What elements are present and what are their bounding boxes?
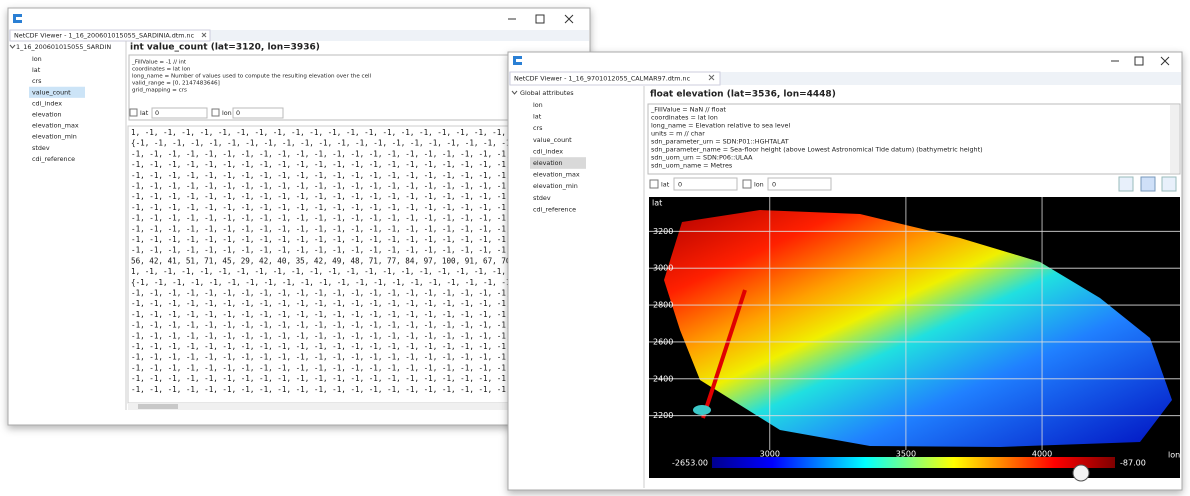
toolbar-button[interactable] [1162, 177, 1176, 191]
data-row: -1, -1, -1, -1, -1, -1, -1, -1, -1, -1, … [131, 224, 547, 233]
lon-spinner[interactable] [233, 108, 283, 118]
data-row: -1, -1, -1, -1, -1, -1, -1, -1, -1, -1, … [131, 192, 547, 201]
attribute-line: _FillValue = -1 // int [131, 60, 187, 66]
data-row: {-1, -1, -1, -1, -1, -1, -1, -1, -1, -1,… [131, 278, 552, 287]
colorbar-min: -2653.00 [672, 459, 708, 468]
attribute-line: grid_mapping = crs [132, 88, 187, 94]
data-row: {-1, -1, -1, -1, -1, -1, -1, -1, -1, -1,… [131, 139, 552, 148]
data-row: -1, -1, -1, -1, -1, -1, -1, -1, -1, -1, … [131, 331, 547, 340]
tree-item[interactable]: lat [533, 113, 542, 121]
data-row: -1, -1, -1, -1, -1, -1, -1, -1, -1, -1, … [131, 182, 547, 191]
colorbar-max: -87.00 [1120, 459, 1146, 468]
attribute-line: long_name = Elevation relative to sea le… [651, 122, 790, 130]
attribute-line: long_name = Number of values used to com… [132, 74, 372, 80]
lon-spinner[interactable] [768, 178, 831, 190]
y-axis-label: lat [652, 199, 662, 208]
attribute-line: sdn_uom_name = Metres [651, 162, 733, 170]
scrollbar[interactable] [1170, 105, 1179, 173]
tab-title: NetCDF Viewer - 1_16_200601015055_SARDIN… [14, 32, 195, 40]
attribute-line: coordinates = lat lon [651, 114, 718, 122]
data-row: -1, -1, -1, -1, -1, -1, -1, -1, -1, -1, … [131, 353, 547, 362]
data-row: -1, -1, -1, -1, -1, -1, -1, -1, -1, -1, … [131, 385, 547, 394]
lat-label: lat [140, 109, 149, 117]
y-tick-label: 2800 [653, 301, 673, 310]
data-row: -1, -1, -1, -1, -1, -1, -1, -1, -1, -1, … [131, 214, 547, 223]
tree-item[interactable]: value_count [32, 88, 71, 96]
data-row: -1, -1, -1, -1, -1, -1, -1, -1, -1, -1, … [131, 203, 547, 212]
tree-item[interactable]: lon [32, 55, 42, 63]
data-row: -1, -1, -1, -1, -1, -1, -1, -1, -1, -1, … [131, 160, 547, 169]
tree-item[interactable]: lon [533, 101, 543, 109]
tree-item[interactable]: elevation [533, 159, 563, 167]
back-window: NetCDF Viewer - 1_16_200601015055_SARDIN… [8, 8, 590, 425]
data-row: 1, -1, -1, -1, -1, -1, -1, -1, -1, -1, -… [131, 267, 542, 276]
data-row: 56, 42, 41, 51, 71, 45, 29, 42, 40, 35, … [131, 256, 515, 265]
tree-item[interactable]: cdi_reference [533, 205, 576, 213]
tree-item[interactable]: elevation_max [32, 122, 79, 130]
screenshot: NetCDF Viewer - 1_16_200601015055_SARDIN… [0, 0, 1190, 496]
data-row: -1, -1, -1, -1, -1, -1, -1, -1, -1, -1, … [131, 321, 547, 330]
lon-label: lon [222, 109, 232, 117]
data-row: -1, -1, -1, -1, -1, -1, -1, -1, -1, -1, … [131, 374, 547, 383]
colorbar [712, 457, 1115, 468]
attribute-line: units = m // char [651, 130, 705, 138]
y-tick-label: 3000 [653, 264, 673, 273]
tree-item[interactable]: lat [32, 66, 41, 74]
tree-item[interactable]: cdi_index [533, 147, 563, 155]
data-row: -1, -1, -1, -1, -1, -1, -1, -1, -1, -1, … [131, 289, 547, 298]
front-window: NetCDF Viewer - 1_16_9701012055_CALMAR97… [508, 52, 1182, 490]
y-tick-label: 2600 [653, 337, 673, 346]
data-row: -1, -1, -1, -1, -1, -1, -1, -1, -1, -1, … [131, 310, 547, 319]
data-row: -1, -1, -1, -1, -1, -1, -1, -1, -1, -1, … [131, 342, 547, 351]
attribute-line: coordinates = lat lon [132, 67, 191, 73]
lat-label: lat [661, 181, 670, 189]
tree-item[interactable]: crs [533, 124, 543, 132]
variable-header: float elevation (lat=3536, lon=4448) [650, 90, 836, 100]
attribute-line: _FillValue = NaN // float [650, 106, 726, 114]
tree-item[interactable]: elevation [32, 111, 62, 119]
y-tick-label: 3200 [653, 227, 673, 236]
data-row: -1, -1, -1, -1, -1, -1, -1, -1, -1, -1, … [131, 246, 547, 255]
attribute-line: sdn_uom_urn = SDN:P06::ULAA [651, 154, 753, 162]
tree-root[interactable]: 1_16_200601015055_SARDIN [16, 43, 111, 51]
lat-spinner[interactable] [674, 178, 737, 190]
attribute-line: sdn_parameter_name = Sea-floor height (a… [651, 146, 983, 154]
lon-value: 0 [236, 109, 240, 117]
data-row: -1, -1, -1, -1, -1, -1, -1, -1, -1, -1, … [131, 235, 547, 244]
data-row: -1, -1, -1, -1, -1, -1, -1, -1, -1, -1, … [131, 149, 547, 158]
lat-value: 0 [678, 181, 682, 189]
y-tick-label: 2400 [653, 374, 673, 383]
attribute-line: valid_range = [0, 2147483646] [132, 81, 220, 87]
lon-label: lon [754, 181, 764, 189]
tree-item[interactable]: elevation_max [533, 171, 580, 179]
tree-item[interactable]: stdev [32, 144, 50, 152]
data-row: -1, -1, -1, -1, -1, -1, -1, -1, -1, -1, … [131, 363, 547, 372]
x-axis-label: lon [1168, 451, 1180, 460]
toolbar-button[interactable] [1141, 177, 1155, 191]
toolbar-button[interactable] [1119, 177, 1133, 191]
heatmap-blob [693, 405, 711, 415]
lat-value: 0 [155, 109, 159, 117]
tree-item[interactable]: value_count [533, 136, 572, 144]
y-tick-label: 2200 [653, 411, 673, 420]
lat-spinner[interactable] [152, 108, 207, 118]
data-row: 1, -1, -1, -1, -1, -1, -1, -1, -1, -1, -… [131, 128, 542, 137]
title-bar [9, 9, 589, 30]
data-row: -1, -1, -1, -1, -1, -1, -1, -1, -1, -1, … [131, 171, 547, 180]
tab-title: NetCDF Viewer - 1_16_9701012055_CALMAR97… [514, 75, 691, 83]
lon-value: 0 [772, 181, 776, 189]
tree-item[interactable]: cdi_reference [32, 155, 75, 163]
tree-item[interactable]: stdev [533, 194, 551, 202]
tree-item[interactable]: crs [32, 77, 42, 85]
scroll-thumb[interactable] [138, 404, 178, 409]
tree-root[interactable]: Global attributes [520, 89, 574, 97]
refresh-icon[interactable] [1073, 465, 1089, 481]
attribute-line: sdn_parameter_urn = SDN:P01::HGHTALAT [651, 138, 789, 146]
tree-item[interactable]: cdi_index [32, 99, 62, 107]
tree-item[interactable]: elevation_min [32, 133, 77, 141]
variable-header: int value_count (lat=3120, lon=3936) [130, 43, 320, 53]
data-row: -1, -1, -1, -1, -1, -1, -1, -1, -1, -1, … [131, 299, 547, 308]
tree-item[interactable]: elevation_min [533, 182, 578, 190]
